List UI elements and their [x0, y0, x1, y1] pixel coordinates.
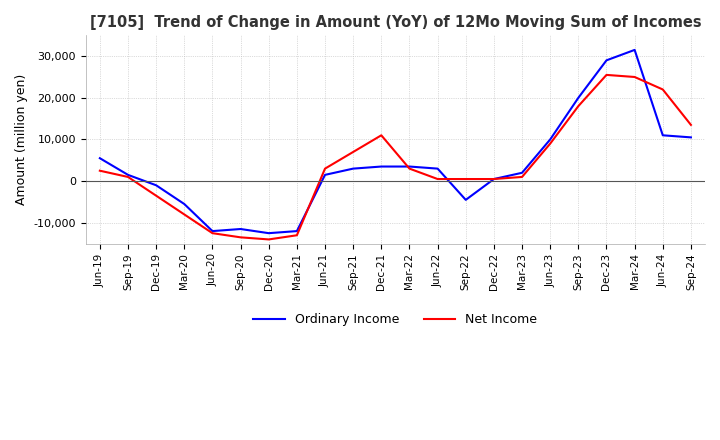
Net Income	[152, 193, 161, 198]
Net Income	[236, 235, 245, 240]
Net Income	[208, 231, 217, 236]
Title: [7105]  Trend of Change in Amount (YoY) of 12Mo Moving Sum of Incomes: [7105] Trend of Change in Amount (YoY) o…	[89, 15, 701, 30]
Ordinary Income	[96, 156, 104, 161]
Ordinary Income	[320, 172, 329, 177]
Net Income	[687, 122, 696, 128]
Net Income	[490, 176, 498, 182]
Net Income	[433, 176, 442, 182]
Net Income	[546, 141, 554, 146]
Net Income	[462, 176, 470, 182]
Ordinary Income	[349, 166, 358, 171]
Net Income	[349, 149, 358, 154]
Ordinary Income	[152, 183, 161, 188]
Net Income	[320, 166, 329, 171]
Net Income	[96, 168, 104, 173]
Net Income	[292, 233, 301, 238]
Net Income	[377, 132, 386, 138]
Net Income	[124, 174, 132, 180]
Ordinary Income	[236, 226, 245, 231]
Ordinary Income	[630, 47, 639, 52]
Ordinary Income	[602, 58, 611, 63]
Ordinary Income	[490, 176, 498, 182]
Line: Ordinary Income: Ordinary Income	[100, 50, 691, 233]
Ordinary Income	[659, 132, 667, 138]
Ordinary Income	[518, 170, 526, 176]
Net Income	[630, 74, 639, 80]
Net Income	[264, 237, 273, 242]
Ordinary Income	[208, 228, 217, 234]
Ordinary Income	[124, 172, 132, 177]
Ordinary Income	[462, 197, 470, 202]
Line: Net Income: Net Income	[100, 75, 691, 239]
Ordinary Income	[433, 166, 442, 171]
Ordinary Income	[292, 228, 301, 234]
Net Income	[659, 87, 667, 92]
Ordinary Income	[180, 202, 189, 207]
Ordinary Income	[687, 135, 696, 140]
Net Income	[602, 72, 611, 77]
Net Income	[180, 212, 189, 217]
Ordinary Income	[264, 231, 273, 236]
Ordinary Income	[405, 164, 414, 169]
Ordinary Income	[546, 137, 554, 142]
Y-axis label: Amount (million yen): Amount (million yen)	[15, 74, 28, 205]
Net Income	[574, 103, 582, 109]
Ordinary Income	[377, 164, 386, 169]
Net Income	[518, 174, 526, 180]
Legend: Ordinary Income, Net Income: Ordinary Income, Net Income	[248, 308, 542, 331]
Ordinary Income	[574, 95, 582, 100]
Net Income	[405, 166, 414, 171]
